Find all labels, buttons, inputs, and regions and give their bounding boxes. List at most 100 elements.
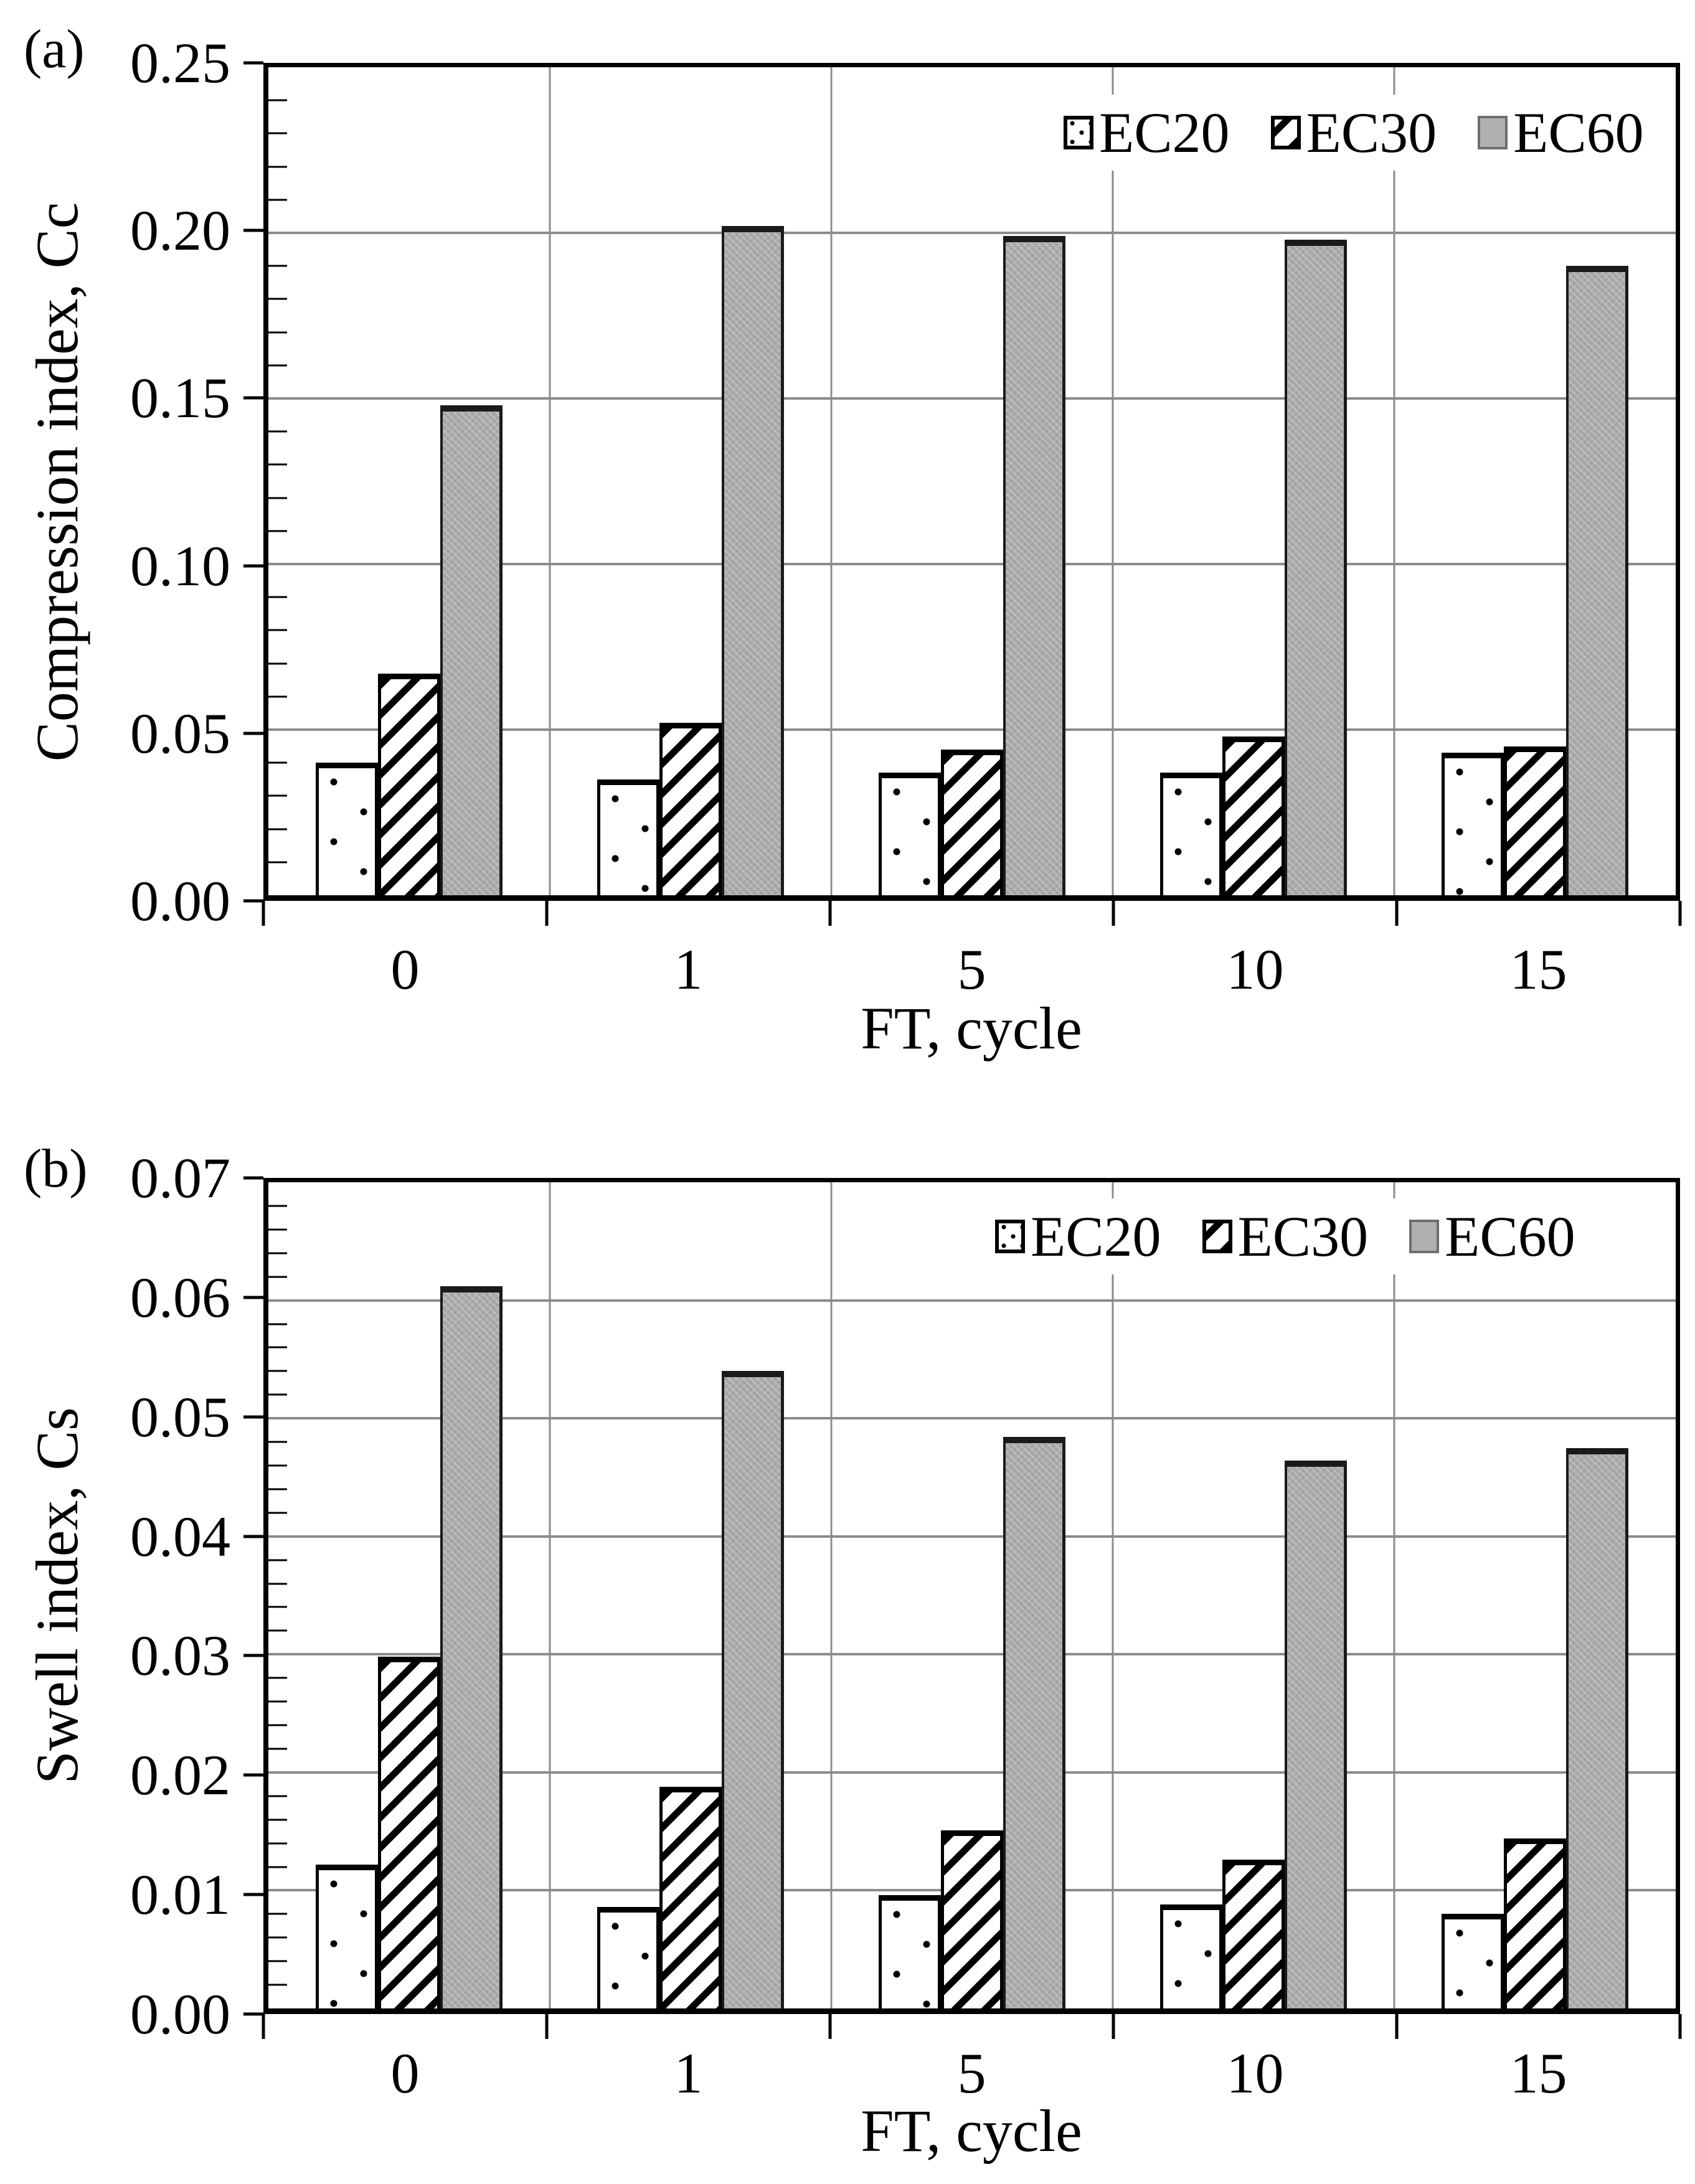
y-minor-tick: [268, 199, 287, 201]
x-tick: [828, 901, 832, 926]
y-minor-tick: [268, 265, 287, 267]
y-tick-label: 0.00: [130, 869, 230, 933]
vertical-gridline: [549, 1182, 551, 2008]
x-axis-title: FT, cycle: [861, 995, 1082, 1061]
x-category-label: 0: [390, 938, 420, 1001]
x-category-label: 1: [674, 938, 703, 1001]
x-category-label: 15: [1509, 2041, 1567, 2105]
y-major-tick: [243, 61, 263, 65]
horizontal-gridline: [268, 563, 1676, 565]
y-minor-tick: [268, 1913, 287, 1915]
bar-group: [550, 67, 831, 895]
vertical-gridline: [1112, 1182, 1114, 2008]
x-category-label: 10: [1226, 2041, 1284, 2105]
y-minor-tick: [268, 1819, 287, 1821]
y-tick-label: 0.07: [130, 1146, 230, 1210]
bar-group: [268, 67, 550, 895]
y-minor-tick: [268, 861, 287, 864]
bar-ec30-ft0: [378, 1657, 440, 2008]
y-minor-tick: [268, 695, 287, 698]
chart-swell-index: (b) Swell index, Cs EC20 EC30 EC60 FT, c…: [0, 1114, 1695, 2184]
y-minor-tick: [268, 1842, 287, 1845]
bar-ec30-ft0: [378, 673, 440, 895]
x-category-label: 5: [957, 2041, 986, 2105]
y-minor-tick: [268, 1960, 287, 1962]
legend-label-ec60: EC60: [1445, 1205, 1575, 1268]
y-tick-label: 0.10: [130, 534, 230, 598]
y-minor-tick: [268, 331, 287, 334]
horizontal-gridline: [268, 728, 1676, 731]
y-minor-tick: [268, 1252, 287, 1254]
y-minor-tick: [268, 1866, 287, 1868]
bar-ec30-ft5: [941, 749, 1003, 895]
legend: EC20 EC30 EC60: [1055, 95, 1653, 171]
y-minor-tick: [268, 1393, 287, 1396]
horizontal-gridline: [268, 1653, 1676, 1656]
y-minor-tick: [268, 1677, 287, 1679]
x-tick: [1678, 2014, 1682, 2039]
x-category-label: 1: [674, 2041, 703, 2105]
plot-inner: [268, 1182, 1676, 2008]
legend-swatch-ec60-icon: [1478, 116, 1508, 149]
bar-ec20-ft0: [316, 1864, 378, 2008]
y-minor-tick: [268, 662, 287, 665]
bar-ec20-ft5: [879, 1895, 941, 2008]
horizontal-gridline: [268, 1299, 1676, 1302]
x-axis-title: FT, cycle: [861, 2097, 1082, 2164]
y-major-tick: [243, 1654, 263, 1657]
y-major-tick: [243, 1415, 263, 1419]
legend: EC20 EC30 EC60: [986, 1198, 1584, 1274]
y-minor-tick: [268, 1441, 287, 1443]
bar-ec20-ft1: [597, 779, 659, 895]
vertical-gridline: [1393, 67, 1395, 895]
y-tick-label: 0.06: [130, 1265, 230, 1329]
y-major-tick: [243, 1176, 263, 1180]
bar-ec20-ft15: [1442, 1914, 1504, 2008]
bar-ec30-ft15: [1504, 746, 1566, 895]
y-minor-tick: [268, 364, 287, 367]
vertical-gridline: [1393, 1182, 1395, 2008]
y-minor-tick: [268, 1629, 287, 1632]
y-minor-tick: [268, 794, 287, 797]
y-minor-tick: [268, 99, 287, 101]
panel-label-b: (b): [24, 1139, 88, 1199]
legend-swatch-ec60-icon: [1409, 1220, 1440, 1253]
y-axis-title: Compression index, Cc: [24, 202, 90, 762]
bar-ec30-ft10: [1222, 1860, 1285, 2008]
bar-ec60-ft15: [1566, 1447, 1628, 2008]
vertical-gridline: [830, 1182, 833, 2008]
bar-ec20-ft15: [1442, 753, 1504, 895]
y-tick-label: 0.01: [130, 1863, 230, 1927]
legend-item-ec30: EC30: [1270, 98, 1437, 167]
bar-ec30-ft15: [1504, 1838, 1566, 2008]
x-tick: [545, 2014, 549, 2039]
y-minor-tick: [268, 1464, 287, 1467]
bar-ec30-ft10: [1222, 736, 1285, 895]
plot-area: [263, 1178, 1680, 2014]
bar-group: [1113, 1182, 1394, 2008]
y-major-tick: [243, 1535, 263, 1538]
y-minor-tick: [268, 1748, 287, 1750]
y-minor-tick: [268, 1936, 287, 1939]
bar-ec20-ft10: [1160, 773, 1222, 895]
bar-group: [831, 67, 1113, 895]
legend-swatch-ec30-icon: [1270, 116, 1301, 149]
legend-label-ec60: EC60: [1513, 101, 1644, 164]
bar-ec30-ft1: [659, 723, 722, 895]
bar-ec60-ft1: [722, 226, 784, 895]
legend-swatch-ec30-icon: [1202, 1220, 1232, 1253]
bar-ec20-ft5: [879, 773, 941, 895]
y-minor-tick: [268, 430, 287, 433]
x-tick: [1678, 901, 1682, 926]
y-minor-tick: [268, 1606, 287, 1608]
y-minor-tick: [268, 761, 287, 764]
legend-label-ec30: EC30: [1237, 1205, 1369, 1268]
x-category-label: 5: [957, 938, 986, 1001]
y-minor-tick: [268, 1276, 287, 1278]
plot-area: [263, 63, 1680, 901]
bar-ec60-ft15: [1566, 266, 1628, 895]
x-tick: [1112, 2014, 1115, 2039]
x-tick: [828, 2014, 832, 2039]
y-minor-tick: [268, 1512, 287, 1514]
